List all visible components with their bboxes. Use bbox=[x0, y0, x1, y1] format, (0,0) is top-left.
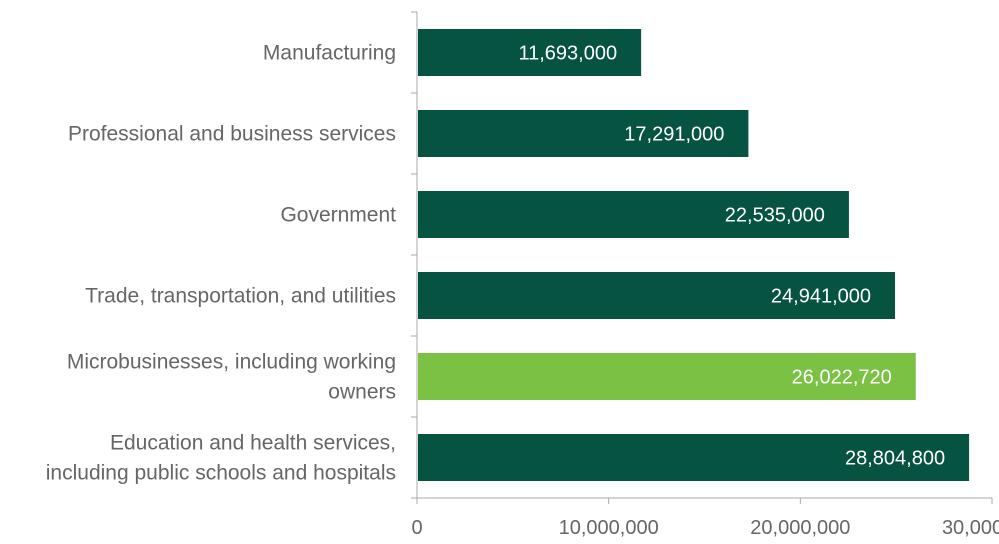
chart-bars: 11,693,000 17,291,000 22,535,000 24,941,000… bbox=[418, 29, 970, 481]
x-tick-label: 10,000,000 bbox=[559, 517, 659, 539]
x-tick-label: 30,000,000 bbox=[942, 517, 999, 539]
category-label: Education and health services, including … bbox=[46, 432, 396, 485]
x-tick-label: 0 bbox=[411, 517, 422, 539]
x-axis-ticks: 0 10,000,000 20,000,000 30,000,000 bbox=[411, 498, 999, 539]
bar bbox=[418, 110, 749, 157]
category-label: Government bbox=[280, 204, 396, 227]
bar-value-label: 28,804,800 bbox=[845, 448, 945, 470]
category-label: Professional and business services bbox=[68, 123, 396, 146]
bar-value-label: 24,941,000 bbox=[771, 286, 871, 308]
bar-value-label: 22,535,000 bbox=[725, 205, 825, 227]
bar bbox=[418, 272, 896, 319]
bar bbox=[418, 353, 916, 400]
category-label: Manufacturing bbox=[263, 42, 396, 65]
category-labels: Manufacturing Professional and business s… bbox=[46, 42, 396, 485]
x-tick-label: 20,000,000 bbox=[750, 517, 850, 539]
category-label: Microbusinesses, including working owners bbox=[67, 351, 396, 404]
bar-value-label: 11,693,000 bbox=[518, 43, 617, 65]
bar-value-label: 17,291,000 bbox=[624, 124, 724, 146]
chart-axes bbox=[411, 11, 992, 499]
bar-value-label: 26,022,720 bbox=[792, 367, 892, 389]
bar bbox=[418, 191, 849, 238]
category-label: Trade, transportation, and utilities bbox=[85, 285, 396, 308]
bar bbox=[418, 434, 970, 481]
bar bbox=[418, 29, 642, 76]
